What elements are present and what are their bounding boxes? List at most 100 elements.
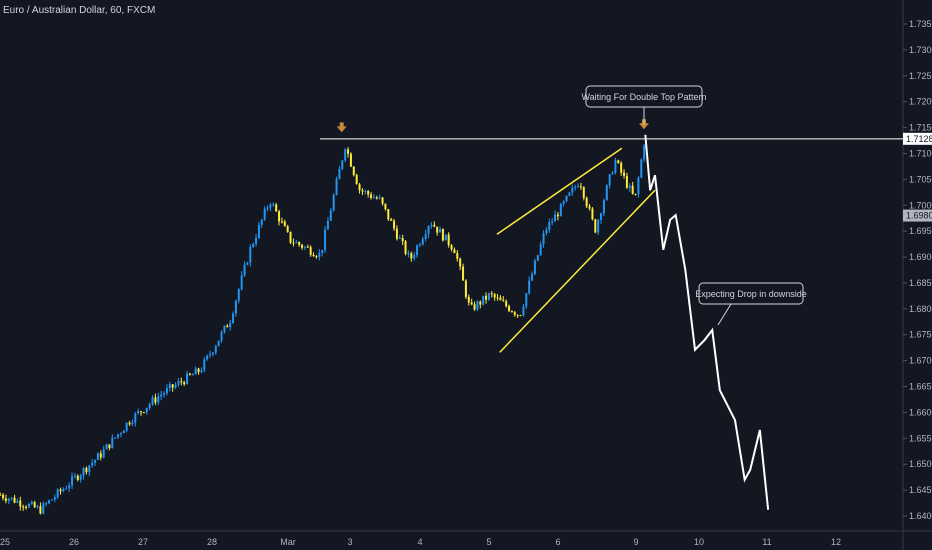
y-tick-label: 1.67500	[909, 330, 932, 340]
candle-body	[56, 489, 59, 498]
candle-body	[13, 497, 16, 503]
candle-body	[358, 184, 361, 191]
candle-body	[76, 475, 79, 480]
y-tick-label: 1.70500	[909, 174, 932, 184]
candle-body	[102, 449, 105, 458]
candle-body	[68, 485, 71, 489]
candle-body	[145, 407, 148, 413]
candle-body	[416, 245, 419, 256]
candle-body	[36, 506, 39, 508]
candle-body	[324, 229, 327, 250]
candle-body	[620, 162, 623, 173]
x-tick-label: 25	[0, 537, 10, 547]
candle-body	[476, 301, 479, 310]
candle-body	[91, 462, 94, 466]
candle-body	[243, 264, 246, 276]
candle-body	[582, 187, 585, 198]
candle-body	[0, 494, 2, 496]
candle-body	[183, 382, 186, 385]
candle-body	[275, 204, 278, 212]
y-tick-label: 1.71500	[909, 123, 932, 133]
candle-body	[562, 201, 565, 204]
y-tick-label: 1.67000	[909, 356, 932, 366]
y-tick-label: 1.68000	[909, 304, 932, 314]
candle-body	[246, 262, 249, 265]
candle-body	[240, 275, 243, 290]
candle-body	[148, 404, 151, 408]
candle-body	[298, 242, 301, 245]
candle-body	[286, 226, 289, 232]
x-tick-label: 4	[417, 537, 422, 547]
candle-body	[631, 185, 634, 194]
candle-body	[430, 224, 433, 227]
candle-body	[232, 313, 235, 323]
candle-body	[260, 219, 263, 225]
candle-body	[188, 373, 191, 375]
y-tick-label: 1.68500	[909, 278, 932, 288]
candle-body	[364, 191, 367, 193]
candle-body	[485, 295, 488, 300]
candle-body	[384, 203, 387, 210]
candle-body	[361, 190, 364, 192]
candle-body	[634, 193, 637, 195]
y-tick-label: 1.64000	[909, 511, 932, 521]
candle-body	[470, 302, 473, 305]
candle-body	[303, 246, 306, 248]
candle-body	[16, 500, 19, 503]
x-tick-label: 6	[555, 537, 560, 547]
candle-body	[341, 160, 344, 169]
candle-body	[623, 172, 626, 176]
candle-body	[125, 422, 128, 431]
candle-body	[602, 200, 605, 214]
candle-body	[577, 186, 580, 188]
candle-body	[439, 229, 442, 233]
candle-body	[605, 185, 608, 201]
candle-body	[349, 153, 352, 167]
candle-body	[168, 384, 171, 388]
candle-body	[177, 381, 180, 385]
candle-body	[326, 220, 329, 230]
candle-body	[398, 238, 401, 240]
candle-body	[7, 498, 10, 501]
y-tick-label: 1.66000	[909, 407, 932, 417]
candle-body	[459, 258, 462, 267]
candle-body	[617, 160, 620, 163]
candle-body	[367, 191, 370, 195]
candle-body	[338, 168, 341, 180]
x-tick-label: 3	[347, 537, 352, 547]
candle-body	[375, 197, 378, 199]
candle-body	[559, 203, 562, 217]
candle-body	[433, 224, 436, 227]
candle-body	[27, 503, 30, 508]
candle-body	[574, 187, 577, 189]
candle-body	[73, 475, 76, 477]
candle-body	[318, 252, 321, 257]
candle-body	[19, 500, 22, 507]
candle-body	[516, 314, 519, 316]
candle-body	[211, 352, 214, 355]
candle-body	[312, 254, 315, 257]
candle-body	[255, 237, 258, 244]
candle-body	[482, 295, 485, 305]
candle-body	[628, 185, 631, 188]
candle-body	[450, 245, 453, 250]
candle-body	[568, 192, 571, 196]
candle-body	[579, 186, 582, 188]
candle-body	[39, 506, 42, 514]
candle-body	[266, 207, 269, 209]
candle-body	[140, 411, 143, 413]
y-tick-label: 1.66500	[909, 382, 932, 392]
candle-body	[45, 503, 48, 505]
x-tick-label: Mar	[280, 537, 296, 547]
resistance-price-label: 1.71283	[906, 134, 932, 144]
candle-body	[594, 219, 597, 233]
candle-body	[531, 274, 534, 281]
candle-body	[194, 368, 197, 375]
x-tick-label: 26	[69, 537, 79, 547]
candle-body	[4, 498, 7, 501]
candle-body	[111, 437, 114, 449]
candle-body	[163, 393, 166, 395]
candle-body	[611, 172, 614, 175]
candle-body	[85, 467, 88, 473]
